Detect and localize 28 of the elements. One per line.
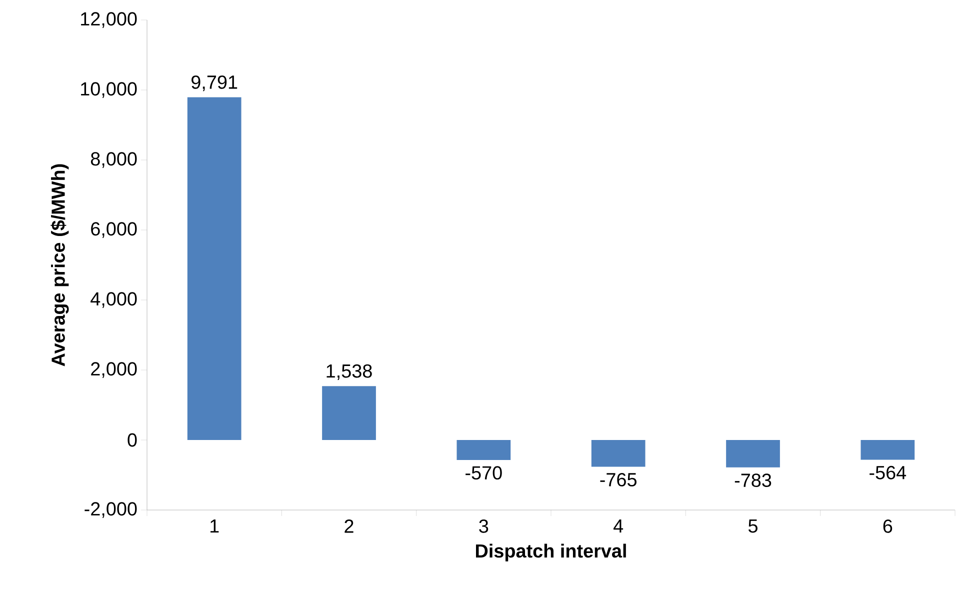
y-tick-label: 4,000 bbox=[90, 292, 137, 308]
data-label: -783 bbox=[734, 474, 772, 488]
x-tick-label: 1 bbox=[210, 520, 219, 533]
x-tick-label: 5 bbox=[748, 520, 758, 533]
y-tick-label: 6,000 bbox=[91, 222, 137, 238]
bar bbox=[322, 386, 376, 440]
bar bbox=[726, 440, 780, 468]
data-label: -570 bbox=[466, 466, 502, 480]
y-tick-label: 12,000 bbox=[81, 12, 137, 28]
y-tick-label: 10,000 bbox=[81, 82, 137, 98]
data-label: 1,538 bbox=[326, 364, 372, 380]
y-tick-label: 8,000 bbox=[90, 152, 137, 168]
y-tick-label: 2,000 bbox=[91, 362, 137, 378]
x-tick-label: 6 bbox=[883, 519, 892, 533]
y-tick-label: 0 bbox=[128, 433, 137, 447]
bar bbox=[456, 440, 511, 460]
data-label: -564 bbox=[870, 466, 906, 480]
x-tick-label: 4 bbox=[614, 520, 624, 533]
x-tick-label: 2 bbox=[344, 519, 354, 533]
data-label: 9,791 bbox=[192, 75, 238, 92]
bar bbox=[187, 97, 242, 440]
bar bbox=[591, 440, 646, 467]
data-label: -765 bbox=[600, 472, 636, 486]
x-axis-title: Dispatch interval bbox=[476, 544, 626, 562]
y-tick-label: -2,000 bbox=[84, 502, 137, 518]
y-axis-title: Average price ($/MWh) bbox=[50, 164, 69, 366]
x-tick-label: 3 bbox=[479, 519, 488, 533]
bar bbox=[860, 440, 915, 460]
